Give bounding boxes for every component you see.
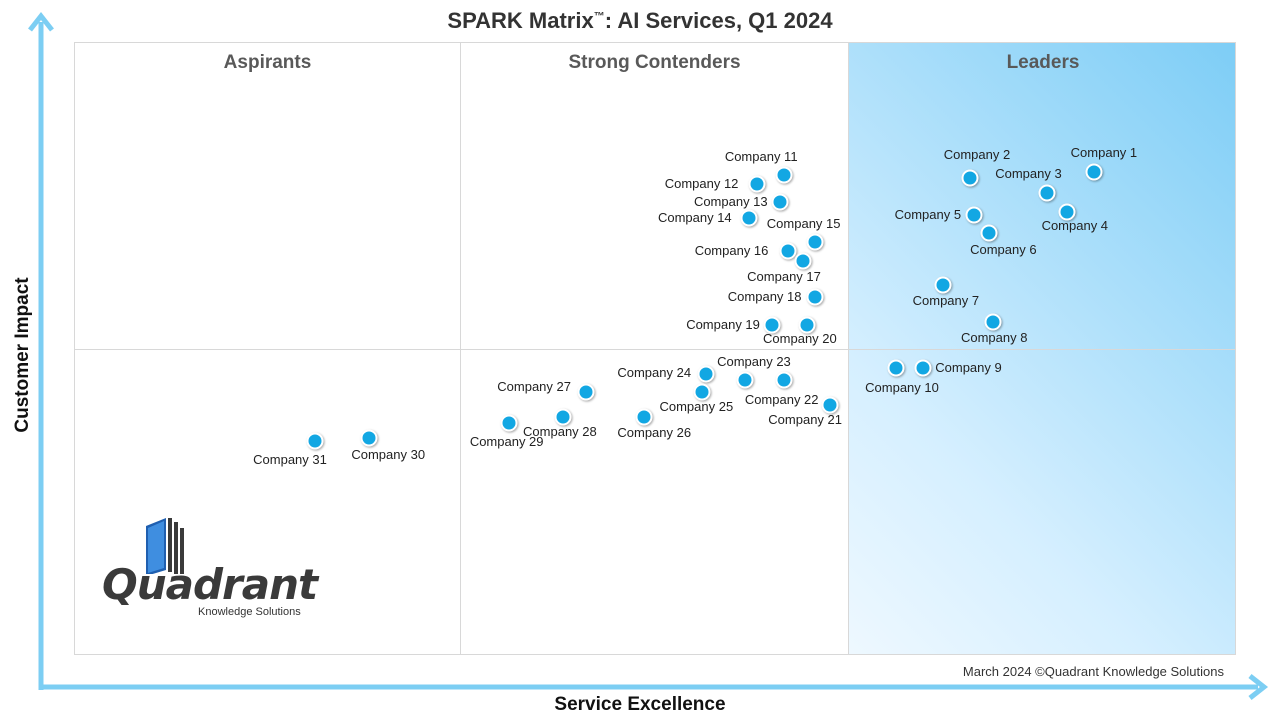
quadrant-label-aspirants: Aspirants xyxy=(223,52,312,73)
data-point xyxy=(775,371,793,389)
data-point-label: Company 9 xyxy=(935,359,1002,375)
data-point-label: Company 26 xyxy=(617,424,692,440)
data-point xyxy=(736,371,754,389)
data-point-label: Company 29 xyxy=(469,434,544,450)
data-point xyxy=(771,193,789,211)
data-point xyxy=(697,365,715,383)
data-point xyxy=(779,242,797,260)
book-icon xyxy=(146,518,184,574)
data-point xyxy=(500,414,518,432)
data-point xyxy=(748,175,766,193)
copyright-text: March 2024 ©Quadrant Knowledge Solutions xyxy=(962,664,1224,679)
quadrant-label-leaders: Leaders xyxy=(1006,52,1080,73)
quadrant-aspirants: Aspirants xyxy=(75,43,461,654)
data-point-label: Company 18 xyxy=(727,289,802,305)
data-point-label: Company 23 xyxy=(717,354,791,370)
data-point xyxy=(693,383,711,401)
data-point xyxy=(821,396,839,414)
data-point xyxy=(360,429,378,447)
data-point-label: Company 1 xyxy=(1070,144,1138,160)
y-axis-label: Customer Impact xyxy=(12,277,33,433)
data-point-label: Company 12 xyxy=(664,175,739,191)
data-point xyxy=(740,209,758,227)
horizontal-divider xyxy=(75,349,1235,350)
y-axis-arrowhead xyxy=(28,11,54,32)
data-point-label: Company 31 xyxy=(253,452,327,468)
data-point xyxy=(763,316,781,334)
data-point xyxy=(798,316,816,334)
data-point xyxy=(887,359,905,377)
quadrant-leaders: Leaders xyxy=(849,43,1235,654)
data-point xyxy=(980,224,998,242)
data-point-label: Company 24 xyxy=(617,365,692,381)
data-point-label: Company 15 xyxy=(766,216,841,232)
data-point-label: Company 22 xyxy=(744,392,819,408)
data-point-label: Company 11 xyxy=(724,148,798,164)
data-point-label: Company 25 xyxy=(659,399,734,415)
data-point xyxy=(806,288,824,306)
data-point-label: Company 8 xyxy=(960,329,1028,345)
data-point-label: Company 16 xyxy=(694,243,769,259)
data-point xyxy=(1038,184,1056,202)
quadrant-strong-contenders: Strong Contenders xyxy=(461,43,849,654)
data-point-label: Company 27 xyxy=(497,379,571,395)
data-point-label: Company 30 xyxy=(351,447,426,463)
quadrant-label-strong-contenders: Strong Contenders xyxy=(568,52,741,73)
data-point xyxy=(306,432,324,450)
quadrant-logo: Quadrant Knowledge Solutions xyxy=(100,514,330,624)
x-axis-label: Service Excellence xyxy=(554,694,726,715)
data-point-label: Company 6 xyxy=(970,242,1037,258)
data-point xyxy=(934,276,952,294)
data-point xyxy=(794,252,812,270)
data-point-label: Company 7 xyxy=(912,293,980,309)
data-point xyxy=(1085,163,1103,181)
data-point xyxy=(1058,203,1076,221)
data-point-label: Company 13 xyxy=(693,194,768,210)
data-point-label: Company 19 xyxy=(686,316,760,332)
chart-title: SPARK Matrix™: AI Services, Q1 2024 xyxy=(447,8,833,33)
data-point xyxy=(965,206,983,224)
data-point xyxy=(775,166,793,184)
data-point-label: Company 21 xyxy=(768,411,843,427)
data-point xyxy=(806,233,824,251)
data-point-label: Company 20 xyxy=(763,330,837,346)
data-point-label: Company 28 xyxy=(523,423,597,439)
data-point-label: Company 14 xyxy=(657,209,732,225)
data-point-label: Company 4 xyxy=(1041,217,1109,233)
logo-wordmark: Quadrant xyxy=(102,560,318,609)
data-point-label: Company 2 xyxy=(943,146,1011,162)
data-point xyxy=(914,359,932,377)
data-point xyxy=(554,408,572,426)
data-point xyxy=(984,313,1002,331)
data-point-label: Company 17 xyxy=(747,268,821,284)
data-point xyxy=(577,383,595,401)
plot-area: Aspirants Strong Contenders Leaders Comp… xyxy=(74,42,1236,655)
data-point-label: Company 10 xyxy=(865,379,939,395)
data-point xyxy=(635,408,653,426)
logo-subtitle: Knowledge Solutions xyxy=(198,606,301,618)
data-point xyxy=(961,169,979,187)
data-point-label: Company 5 xyxy=(894,206,962,222)
x-axis-arrowhead xyxy=(1248,674,1269,700)
data-point-label: Company 3 xyxy=(995,166,1062,182)
